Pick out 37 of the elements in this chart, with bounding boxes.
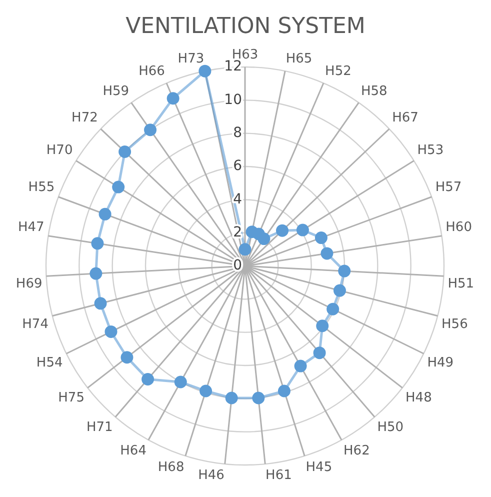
- spoke-label: H62: [344, 444, 370, 459]
- spoke-label: H65: [286, 52, 312, 67]
- spoke-label: H48: [406, 390, 432, 406]
- y-tick-label: 8: [233, 124, 242, 141]
- y-tick-label: 10: [224, 92, 242, 108]
- spoke-label: H59: [102, 84, 130, 99]
- spoke-label: H47: [18, 220, 44, 235]
- spoke-label: H75: [58, 390, 84, 406]
- spoke-label: H64: [120, 444, 146, 459]
- spoke-label: H56: [442, 317, 468, 332]
- chart-title: VENTILATION SYSTEM: [126, 14, 366, 39]
- spoke-label: H57: [435, 180, 462, 196]
- y-tick-label: 0: [233, 258, 242, 274]
- spoke-label: H67: [392, 110, 418, 126]
- spoke-label: H72: [72, 110, 98, 126]
- spoke-label: H51: [448, 276, 474, 292]
- spoke-label: H53: [417, 143, 444, 158]
- spoke-label: H54: [36, 356, 63, 371]
- spoke-label: H46: [198, 468, 224, 484]
- spoke-label: H70: [46, 143, 73, 158]
- y-tick-label: 4: [233, 191, 242, 208]
- spoke-label: H49: [427, 356, 454, 371]
- spoke-label: H50: [377, 420, 404, 436]
- spoke-label: H60: [446, 220, 472, 235]
- spoke-label: H68: [158, 460, 184, 475]
- spoke-label: H55: [28, 180, 55, 196]
- spoke-label: H58: [360, 84, 388, 99]
- y-tick-label: 2: [233, 224, 242, 240]
- spoke-label: H66: [138, 64, 165, 80]
- spoke-label: H74: [22, 317, 48, 332]
- spoke-label: H45: [306, 460, 332, 475]
- spoke-label: H61: [266, 468, 292, 484]
- spoke-label: H71: [86, 420, 113, 436]
- y-tick-label: 6: [233, 158, 242, 174]
- spoke-label: H69: [16, 276, 42, 292]
- spoke-label: H73: [178, 52, 204, 67]
- spoke-label: H52: [325, 64, 352, 80]
